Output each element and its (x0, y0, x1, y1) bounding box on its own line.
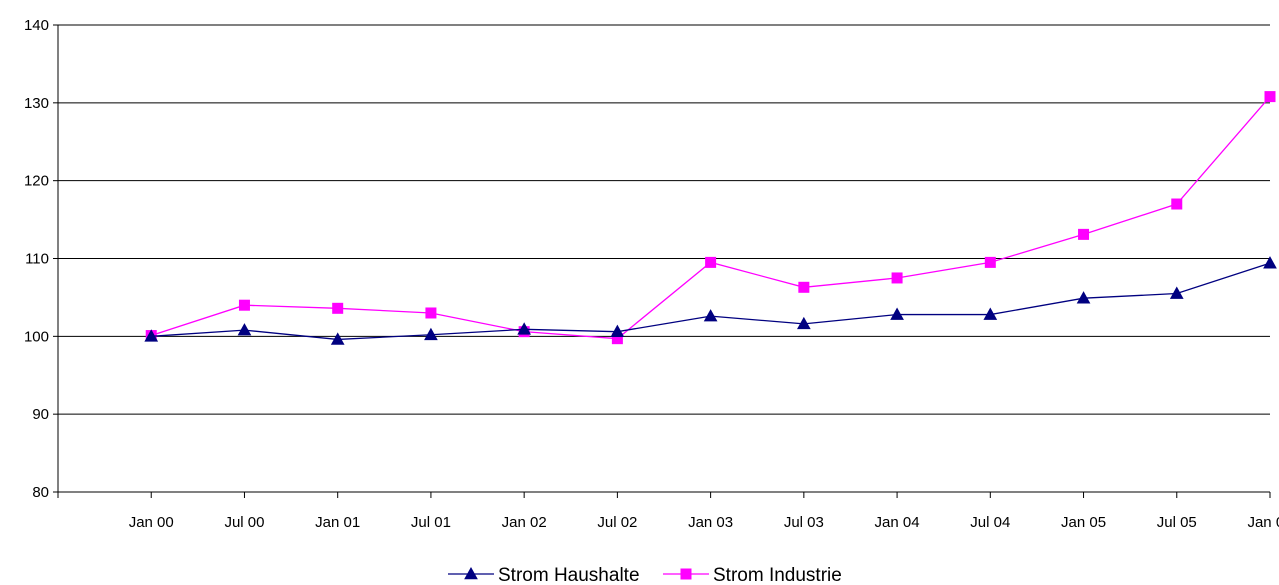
x-tick-label: Jan 00 (129, 514, 174, 531)
y-tick-label: 120 (24, 173, 49, 190)
x-tick-label: Jul 02 (597, 514, 637, 531)
y-tick-label: 80 (32, 484, 49, 501)
legend-marker (464, 566, 478, 580)
x-tick-label: Jan 02 (502, 514, 547, 531)
series (144, 91, 1277, 345)
data-point (424, 327, 438, 341)
series-line (151, 262, 1271, 341)
legend-item: Strom Industrie (663, 565, 842, 585)
x-tick-label: Jul 01 (411, 514, 451, 531)
data-point (610, 324, 625, 337)
data-point (1264, 91, 1276, 103)
y-tick-label: 140 (24, 17, 49, 34)
data-point (425, 307, 437, 319)
data-point (705, 256, 717, 268)
data-point (703, 309, 718, 322)
data-point (330, 332, 345, 345)
data-point (517, 322, 532, 335)
data-point (237, 323, 252, 336)
legend-item: Strom Haushalte (448, 565, 640, 585)
x-tick-label: Jan 04 (875, 514, 920, 531)
data-point (238, 299, 250, 311)
legend-label: Strom Industrie (713, 565, 842, 585)
x-axis-tick-labels: Jan 00 Jul 00 Jan 01 Jul 01 Jan 02 Jul 02 Jan … (129, 514, 1279, 531)
axes (53, 24, 1271, 498)
data-point (984, 256, 996, 268)
y-axis-tick-labels: 80 90 100 110 120 130 140 (24, 17, 49, 501)
x-tick-label: Jul 05 (1157, 514, 1197, 531)
y-tick-label: 100 (24, 328, 49, 345)
data-point (983, 307, 998, 320)
data-point (144, 329, 159, 342)
legend-marker (680, 568, 692, 580)
y-tick-label: 90 (32, 406, 49, 423)
series-strom-industrie (145, 91, 1276, 345)
data-point (332, 302, 344, 314)
data-point (890, 307, 904, 320)
series-strom-haushalte (144, 256, 1277, 345)
x-tick-label: Jul 03 (784, 514, 824, 531)
x-tick-label: Jan 03 (688, 514, 733, 531)
series-line (151, 96, 1271, 340)
data-point (1171, 198, 1183, 210)
x-tick-label: Jan 05 (1061, 514, 1106, 531)
legend-label: Strom Haushalte (498, 565, 640, 585)
data-point (1263, 256, 1277, 269)
data-point (1076, 291, 1091, 304)
data-point (796, 316, 811, 330)
x-tick-label: Jul 00 (224, 514, 264, 531)
y-tick-label: 110 (25, 251, 49, 268)
data-point (891, 272, 903, 284)
legend: Strom Haushalte Strom Industrie (448, 565, 842, 585)
x-tick-label: Jan 01 (315, 514, 360, 531)
data-point (1169, 286, 1184, 299)
data-point (798, 281, 810, 293)
y-tick-label: 130 (24, 95, 49, 112)
gridlines (58, 24, 1270, 415)
x-tick-label: Jul 04 (970, 514, 1010, 531)
x-tick-label: Jan 06 (1247, 514, 1279, 531)
data-point (1078, 228, 1090, 240)
